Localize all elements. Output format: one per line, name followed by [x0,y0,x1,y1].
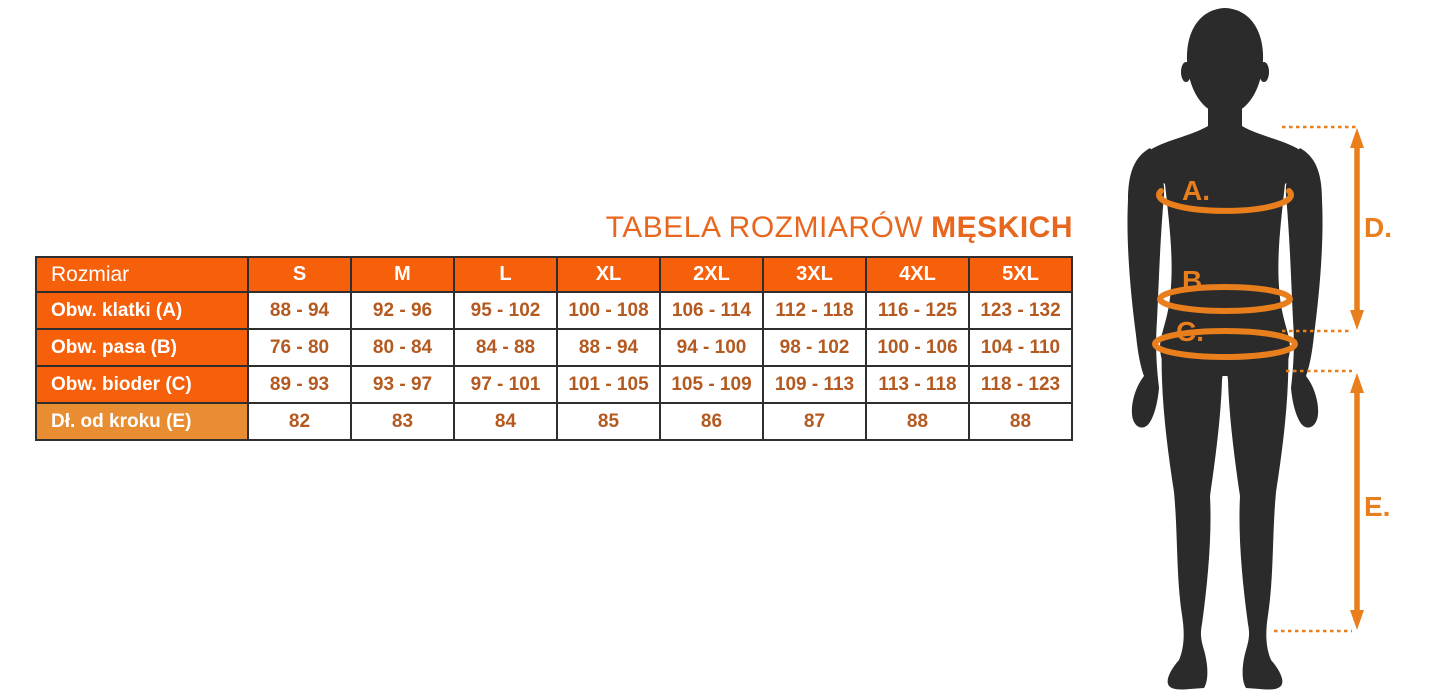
silhouette-ear-left [1181,62,1191,82]
hips-label: C. [1176,316,1204,347]
chest-ellipse [1156,188,1294,214]
size-value-cell: 116 - 125 [865,291,970,330]
silhouette-leg-left [1161,340,1223,690]
torso-length-label: D. [1364,212,1392,243]
size-value-cell: 88 [865,402,970,441]
size-value-cell: 92 - 96 [350,291,455,330]
size-value-cell: 113 - 118 [865,365,970,404]
size-value-cell: 94 - 100 [659,328,764,367]
size-value-cell: 101 - 105 [556,365,661,404]
size-column-header: 3XL [762,256,867,293]
measurement-row-label: Obw. klatki (A) [35,291,249,330]
size-table-header-row: Rozmiar S M L XL 2XL 3XL 4XL 5XL [35,256,1073,293]
size-column-header: 2XL [659,256,764,293]
size-value-cell: 88 [968,402,1073,441]
size-value-cell: 88 - 94 [556,328,661,367]
chest-label: A. [1182,175,1210,206]
size-value-cell: 87 [762,402,867,441]
torso-length-arrow [1350,128,1364,330]
size-value-cell: 105 - 109 [659,365,764,404]
page-title-bold: MĘSKICH [931,211,1073,244]
size-column-header: L [453,256,558,293]
silhouette-arm-right [1285,148,1323,428]
measurement-row-label: Obw. bioder (C) [35,365,249,404]
size-value-cell: 88 - 94 [247,291,352,330]
size-value-cell: 112 - 118 [762,291,867,330]
size-value-cell: 80 - 84 [350,328,455,367]
size-value-cell: 97 - 101 [453,365,558,404]
size-value-cell: 100 - 108 [556,291,661,330]
size-value-cell: 104 - 110 [968,328,1073,367]
silhouette-arm-left [1127,148,1165,428]
size-value-cell: 89 - 93 [247,365,352,404]
measurement-figure-svg: A. B. C. D. E. [1127,8,1392,690]
size-value-cell: 100 - 106 [865,328,970,367]
page-title-regular: TABELA ROZMIARÓW [605,211,924,244]
corner-label: Rozmiar [35,256,249,293]
size-value-cell: 118 - 123 [968,365,1073,404]
size-value-cell: 84 - 88 [453,328,558,367]
size-table-row: Dł. od kroku (E) 82 83 84 85 86 87 88 88 [35,402,1073,441]
size-table-row: Obw. bioder (C) 89 - 93 93 - 97 97 - 101 101… [35,365,1073,404]
size-table-row: Obw. pasa (B) 76 - 80 80 - 84 84 - 88 88 - 9… [35,328,1073,367]
size-value-cell: 84 [453,402,558,441]
size-value-cell: 82 [247,402,352,441]
measurement-figure: A. B. C. D. E. [1124,0,1456,700]
inseam-label: E. [1364,491,1390,522]
size-value-cell: 86 [659,402,764,441]
page-title: TABELA ROZMIARÓW MĘSKICH [35,211,1073,245]
size-value-cell: 109 - 113 [762,365,867,404]
inseam-arrow [1350,373,1364,630]
hips-ellipse [1152,328,1298,360]
size-value-cell: 98 - 102 [762,328,867,367]
size-column-header: 5XL [968,256,1073,293]
size-column-header: XL [556,256,661,293]
size-value-cell: 76 - 80 [247,328,352,367]
size-value-cell: 83 [350,402,455,441]
size-column-header: S [247,256,352,293]
silhouette-ear-right [1259,62,1269,82]
silhouette-leg-right [1227,340,1289,690]
size-column-header: M [350,256,455,293]
waist-ellipse [1157,284,1293,314]
size-value-cell: 95 - 102 [453,291,558,330]
size-table: Rozmiar S M L XL 2XL 3XL 4XL 5XL Obw. klatki (A… [35,256,1073,441]
size-value-cell: 106 - 114 [659,291,764,330]
size-value-cell: 123 - 132 [968,291,1073,330]
size-column-header: 4XL [865,256,970,293]
measurement-row-label: Obw. pasa (B) [35,328,249,367]
measurement-row-label: Dł. od kroku (E) [35,402,249,441]
waist-label: B. [1182,265,1210,296]
size-value-cell: 93 - 97 [350,365,455,404]
size-table-row: Obw. klatki (A) 88 - 94 92 - 96 95 - 102 100… [35,291,1073,330]
size-value-cell: 85 [556,402,661,441]
silhouette-head [1186,8,1264,112]
